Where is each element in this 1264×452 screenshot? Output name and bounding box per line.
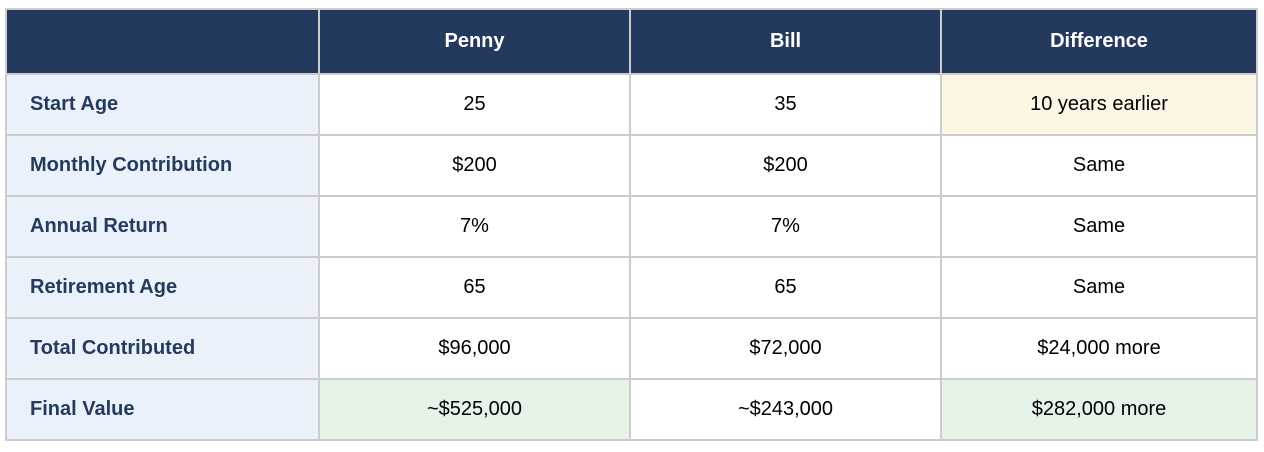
cell-annual-return-difference: Same [940, 195, 1258, 258]
table-row-retirement-age: Retirement Age 65 65 Same [5, 256, 1258, 319]
cell-monthly-contribution-penny: $200 [318, 134, 631, 197]
cell-final-value-bill: ~$243,000 [629, 378, 942, 441]
table-header-row: Penny Bill Difference [5, 8, 1258, 75]
cell-retirement-age-difference: Same [940, 256, 1258, 319]
cell-final-value-penny: ~$525,000 [318, 378, 631, 441]
header-cell-empty [5, 8, 320, 75]
cell-start-age-bill: 35 [629, 73, 942, 136]
header-cell-difference: Difference [940, 8, 1258, 75]
cell-total-contributed-bill: $72,000 [629, 317, 942, 380]
table-row-annual-return: Annual Return 7% 7% Same [5, 195, 1258, 258]
retirement-comparison-table: Penny Bill Difference Start Age 25 35 10… [5, 8, 1258, 441]
cell-total-contributed-difference: $24,000 more [940, 317, 1258, 380]
row-label-start-age: Start Age [5, 73, 320, 136]
cell-retirement-age-penny: 65 [318, 256, 631, 319]
table-row-monthly-contribution: Monthly Contribution $200 $200 Same [5, 134, 1258, 197]
row-label-monthly-contribution: Monthly Contribution [5, 134, 320, 197]
row-label-final-value: Final Value [5, 378, 320, 441]
cell-monthly-contribution-bill: $200 [629, 134, 942, 197]
row-label-retirement-age: Retirement Age [5, 256, 320, 319]
table-row-start-age: Start Age 25 35 10 years earlier [5, 73, 1258, 136]
cell-total-contributed-penny: $96,000 [318, 317, 631, 380]
cell-annual-return-penny: 7% [318, 195, 631, 258]
cell-retirement-age-bill: 65 [629, 256, 942, 319]
row-label-total-contributed: Total Contributed [5, 317, 320, 380]
cell-final-value-difference: $282,000 more [940, 378, 1258, 441]
cell-start-age-penny: 25 [318, 73, 631, 136]
header-cell-penny: Penny [318, 8, 631, 75]
header-cell-bill: Bill [629, 8, 942, 75]
cell-monthly-contribution-difference: Same [940, 134, 1258, 197]
table-row-final-value: Final Value ~$525,000 ~$243,000 $282,000… [5, 378, 1258, 441]
row-label-annual-return: Annual Return [5, 195, 320, 258]
table-row-total-contributed: Total Contributed $96,000 $72,000 $24,00… [5, 317, 1258, 380]
cell-start-age-difference: 10 years earlier [940, 73, 1258, 136]
cell-annual-return-bill: 7% [629, 195, 942, 258]
